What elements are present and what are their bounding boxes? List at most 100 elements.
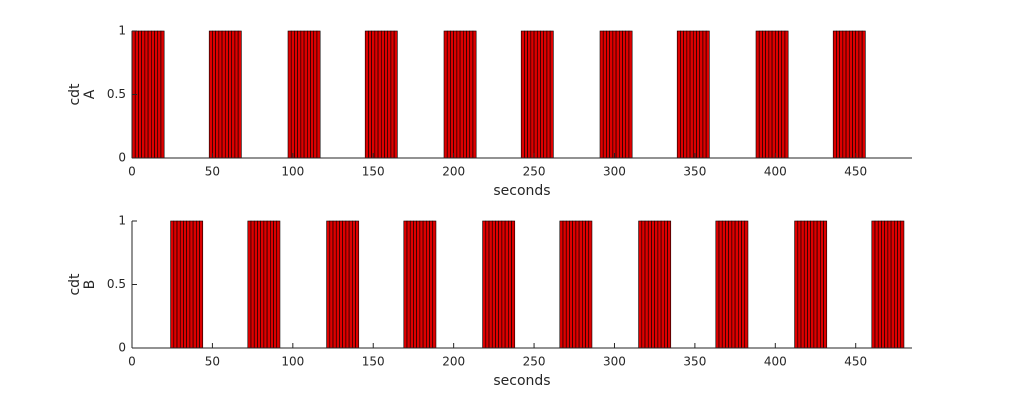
bar [667,220,672,349]
bar [559,220,564,349]
y-axis-label: cdt [67,273,83,296]
x-tick-label: 200 [442,355,465,369]
bar [845,30,850,159]
bar [419,220,424,349]
bar [565,220,570,349]
y-tick-label: 0.5 [107,277,126,291]
bar [352,220,356,349]
subplot: 0 50 100 150 200 250 300 350 400 450 0 0.5 1 seconds c… [67,24,912,199]
bar [628,30,633,159]
bar [446,30,451,159]
bar [606,30,610,159]
bar [852,30,857,159]
bar [409,220,414,349]
bar [374,30,379,159]
bar [260,220,265,349]
bar [546,30,551,159]
bar [858,30,863,159]
x-tick-label: 250 [523,165,546,179]
bar [569,220,573,349]
bar [263,220,268,349]
bar [199,220,204,349]
bar [755,30,760,159]
bar [237,30,242,159]
bar [536,30,541,159]
bar [702,30,707,159]
bar [413,220,417,349]
bar [683,30,688,159]
bar [728,220,733,349]
bar [615,30,620,159]
x-tick-label: 450 [844,355,867,369]
bar [416,220,421,349]
bar [287,30,292,159]
bar [689,30,694,159]
bar [485,220,490,349]
bar [530,30,535,159]
bar [179,220,184,349]
bar [900,220,905,349]
x-tick-label: 100 [281,165,304,179]
bar [641,220,646,349]
bar [622,30,627,159]
bar [488,220,493,349]
bar [803,220,808,349]
bar [384,30,389,159]
bar [212,30,216,159]
bar [836,30,840,159]
y-tick-label: 0 [118,151,126,165]
bar [758,30,763,159]
x-tick-label: 300 [603,165,626,179]
bar [501,220,506,349]
bar [160,30,165,159]
y-axis-label: A [82,89,98,99]
bar [345,220,350,349]
bar [778,30,783,159]
bar [660,220,665,349]
bar [813,220,818,349]
bar [768,30,773,159]
bar [368,30,372,159]
bar [572,220,577,349]
bar [644,220,649,349]
bar [738,220,742,349]
bar [406,220,411,349]
x-tick-label: 400 [764,165,787,179]
bar [342,220,347,349]
bar [228,30,233,159]
bar [575,220,580,349]
bar [393,30,398,159]
bar [527,30,532,159]
bar [894,220,898,349]
x-tick-label: 350 [683,165,706,179]
bar [218,30,223,159]
bar [839,30,844,159]
bar [784,30,789,159]
bar [823,220,828,349]
bar [316,30,321,159]
bar [290,30,295,159]
bar [276,220,281,349]
bar [625,30,630,159]
x-tick-label: 100 [281,355,304,369]
bar [186,220,191,349]
subplot: 0 50 100 150 200 250 300 350 400 450 0 0.5 1 seconds c… [67,214,912,389]
bar [696,30,701,159]
bar [196,220,200,349]
bar [348,220,353,349]
bar [874,220,879,349]
bar [638,220,643,349]
bar [715,220,720,349]
x-tick-label: 0 [128,355,136,369]
x-tick-label: 400 [764,355,787,369]
bar [549,30,554,159]
bar [429,220,434,349]
bar [250,220,255,349]
bar [794,220,799,349]
bar [432,220,437,349]
bar [170,220,175,349]
bar [335,220,340,349]
bar [231,30,236,159]
bar [832,30,837,159]
bar [599,30,604,159]
